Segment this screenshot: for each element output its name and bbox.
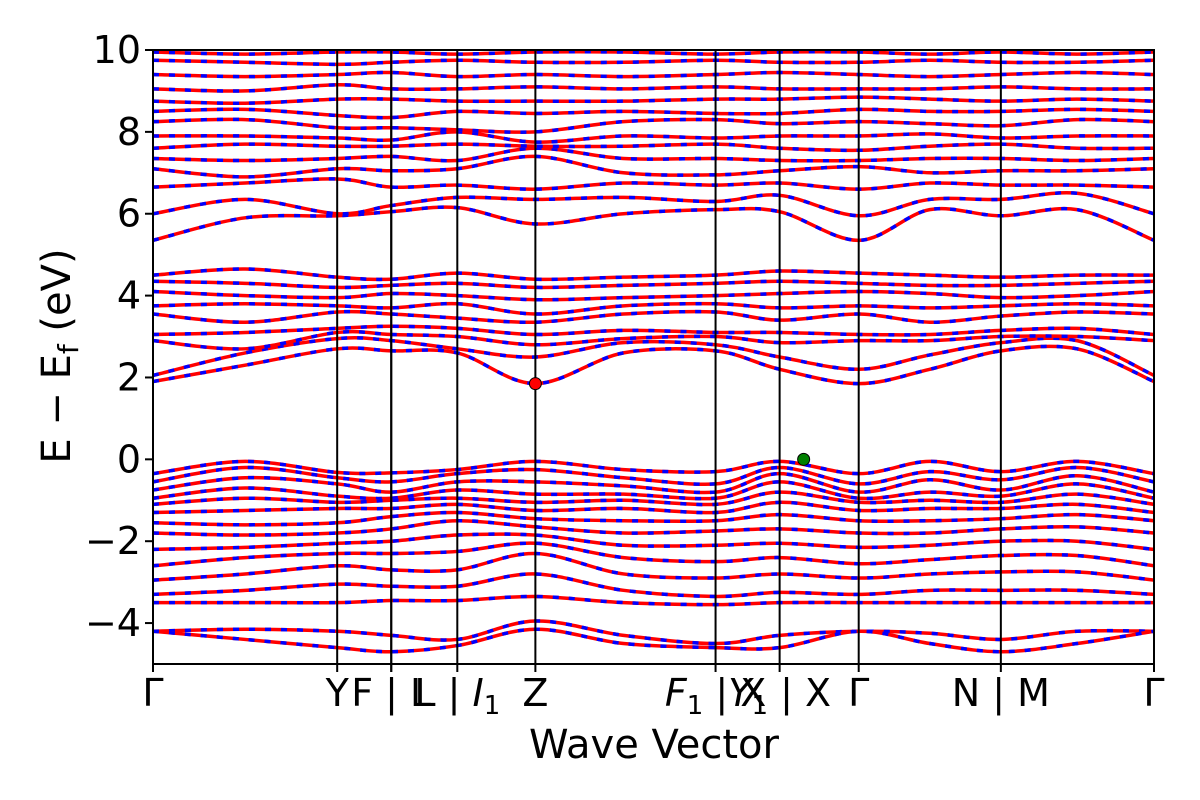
valence-band-3-spin-up [153,471,1154,495]
plot-area [152,49,1155,665]
y-tick-label: 10 [93,28,141,72]
y-axis: −4 −2 0 2 4 6 8 10 [85,28,153,645]
x-tick-label: F1 | X [665,671,766,721]
plot-frame [152,49,1155,665]
x-tick-label: Γ [1143,671,1164,715]
valence-band-13-spin-down [153,594,1154,607]
x-tick-label: Z [522,671,548,715]
conduction-band-4-spin-down [153,324,1154,337]
upper-band-4-spin-down [153,154,1154,179]
x-tick-label: Y1 | X [728,671,831,721]
x-axis-title: Wave Vector [529,722,780,768]
y-axis-title: E − Ef (eV) [34,248,85,463]
valence-band-3-spin-down [153,471,1154,495]
y-tick-label: −2 [85,519,141,563]
conduction-band-7-spin-down [153,289,1154,302]
cbm-marker [528,377,542,391]
vbm-marker [797,452,811,466]
bands-group [153,50,1154,654]
y-tick-label: 0 [117,437,141,481]
conduction-band-1-spin-down [153,344,1154,386]
upper-band-10-spin-down [153,95,1154,105]
y-tick-label: 2 [117,355,141,399]
upper-band-1-spin-up [153,205,1154,243]
x-tick-label: F | L [351,671,431,716]
valence-band-4-spin-down [153,480,1154,501]
upper-band-2-spin-down [153,191,1154,218]
x-tick-label: Γ [848,671,869,715]
x-tick-label: Y [325,671,350,715]
upper-band-13-spin-down [153,58,1154,67]
upper-band-11-spin-down [153,83,1154,93]
upper-band-14-spin-down [153,50,1154,56]
valence-band-7-spin-down [153,510,1154,527]
y-tick-label: 8 [117,110,141,154]
x-tick-label: N | M [952,671,1050,716]
y-tick-label: 6 [117,192,141,236]
x-tick-label: L | I1 [414,671,500,721]
valence-band-1-spin-down [153,459,1154,476]
x-tick-label: Γ [142,671,163,715]
valence-band-9-spin-down [153,532,1154,552]
conduction-band-2-spin-up [153,336,1154,378]
y-tick-label: 4 [117,274,141,318]
y-tick-label: −4 [85,601,141,645]
valence-band-11-spin-up [153,551,1154,582]
upper-band-12-spin-down [153,70,1154,79]
conduction-band-5-spin-up [153,309,1154,325]
valence-band-14-spin-up [153,619,1154,646]
valence-band-2-spin-down [153,465,1154,486]
valence-band-15-spin-down [153,627,1154,654]
conduction-band-1-spin-up [153,344,1154,386]
upper-band-6-spin-down [153,142,1154,153]
conduction-band-8-spin-down [153,279,1154,290]
